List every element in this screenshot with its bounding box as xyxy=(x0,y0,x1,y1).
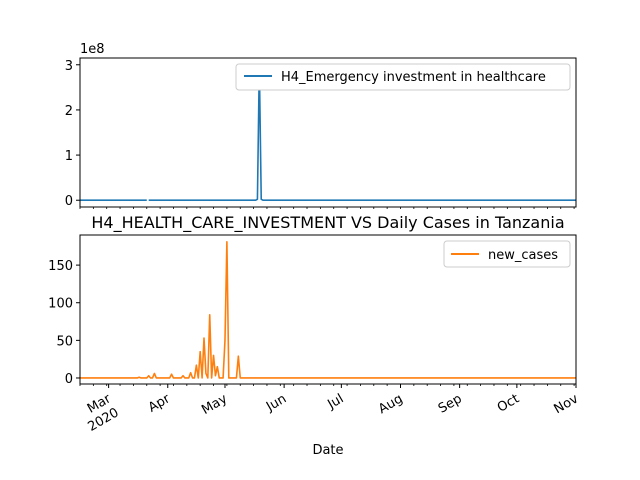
top-subplot: 1e8 0 1 2 3 H4_Emergency investment in heal… xyxy=(65,42,577,209)
bottom-plot-frame xyxy=(79,234,577,385)
bottom-subplot: H4_HEALTH_CARE_INVESTMENT VS Daily Cases… xyxy=(48,213,581,458)
y-tick-label: 0 xyxy=(65,194,73,209)
series-line xyxy=(80,240,576,379)
legend-frame xyxy=(443,240,571,268)
bottom-series-lines xyxy=(80,240,576,379)
y-tick-label: 100 xyxy=(48,297,73,312)
top-plot-frame xyxy=(79,57,577,208)
y-tick-label: 3 xyxy=(65,59,73,74)
x-tick-label: Jul xyxy=(324,391,346,412)
y-tick-label: 1 xyxy=(65,149,73,164)
bottom-legend: new_cases xyxy=(443,240,571,268)
y-scale-label: 1e8 xyxy=(80,42,105,57)
y-tick-label: 0 xyxy=(65,372,73,387)
chart-title: H4_HEALTH_CARE_INVESTMENT VS Daily Cases… xyxy=(91,213,564,233)
bottom-y-axis: 0 50 100 150 xyxy=(48,259,80,387)
x-tick-label-line: Jul xyxy=(324,391,346,412)
top-legend: H4_Emergency investment in healthcare xyxy=(235,63,571,91)
legend-frame xyxy=(235,63,571,91)
y-tick-label: 50 xyxy=(56,334,73,349)
y-tick-label: 2 xyxy=(65,104,73,119)
legend-label: H4_Emergency investment in healthcare xyxy=(281,70,546,85)
x-axis-label: Date xyxy=(312,443,343,458)
legend-label: new_cases xyxy=(488,248,558,263)
y-tick-label: 150 xyxy=(48,259,73,274)
